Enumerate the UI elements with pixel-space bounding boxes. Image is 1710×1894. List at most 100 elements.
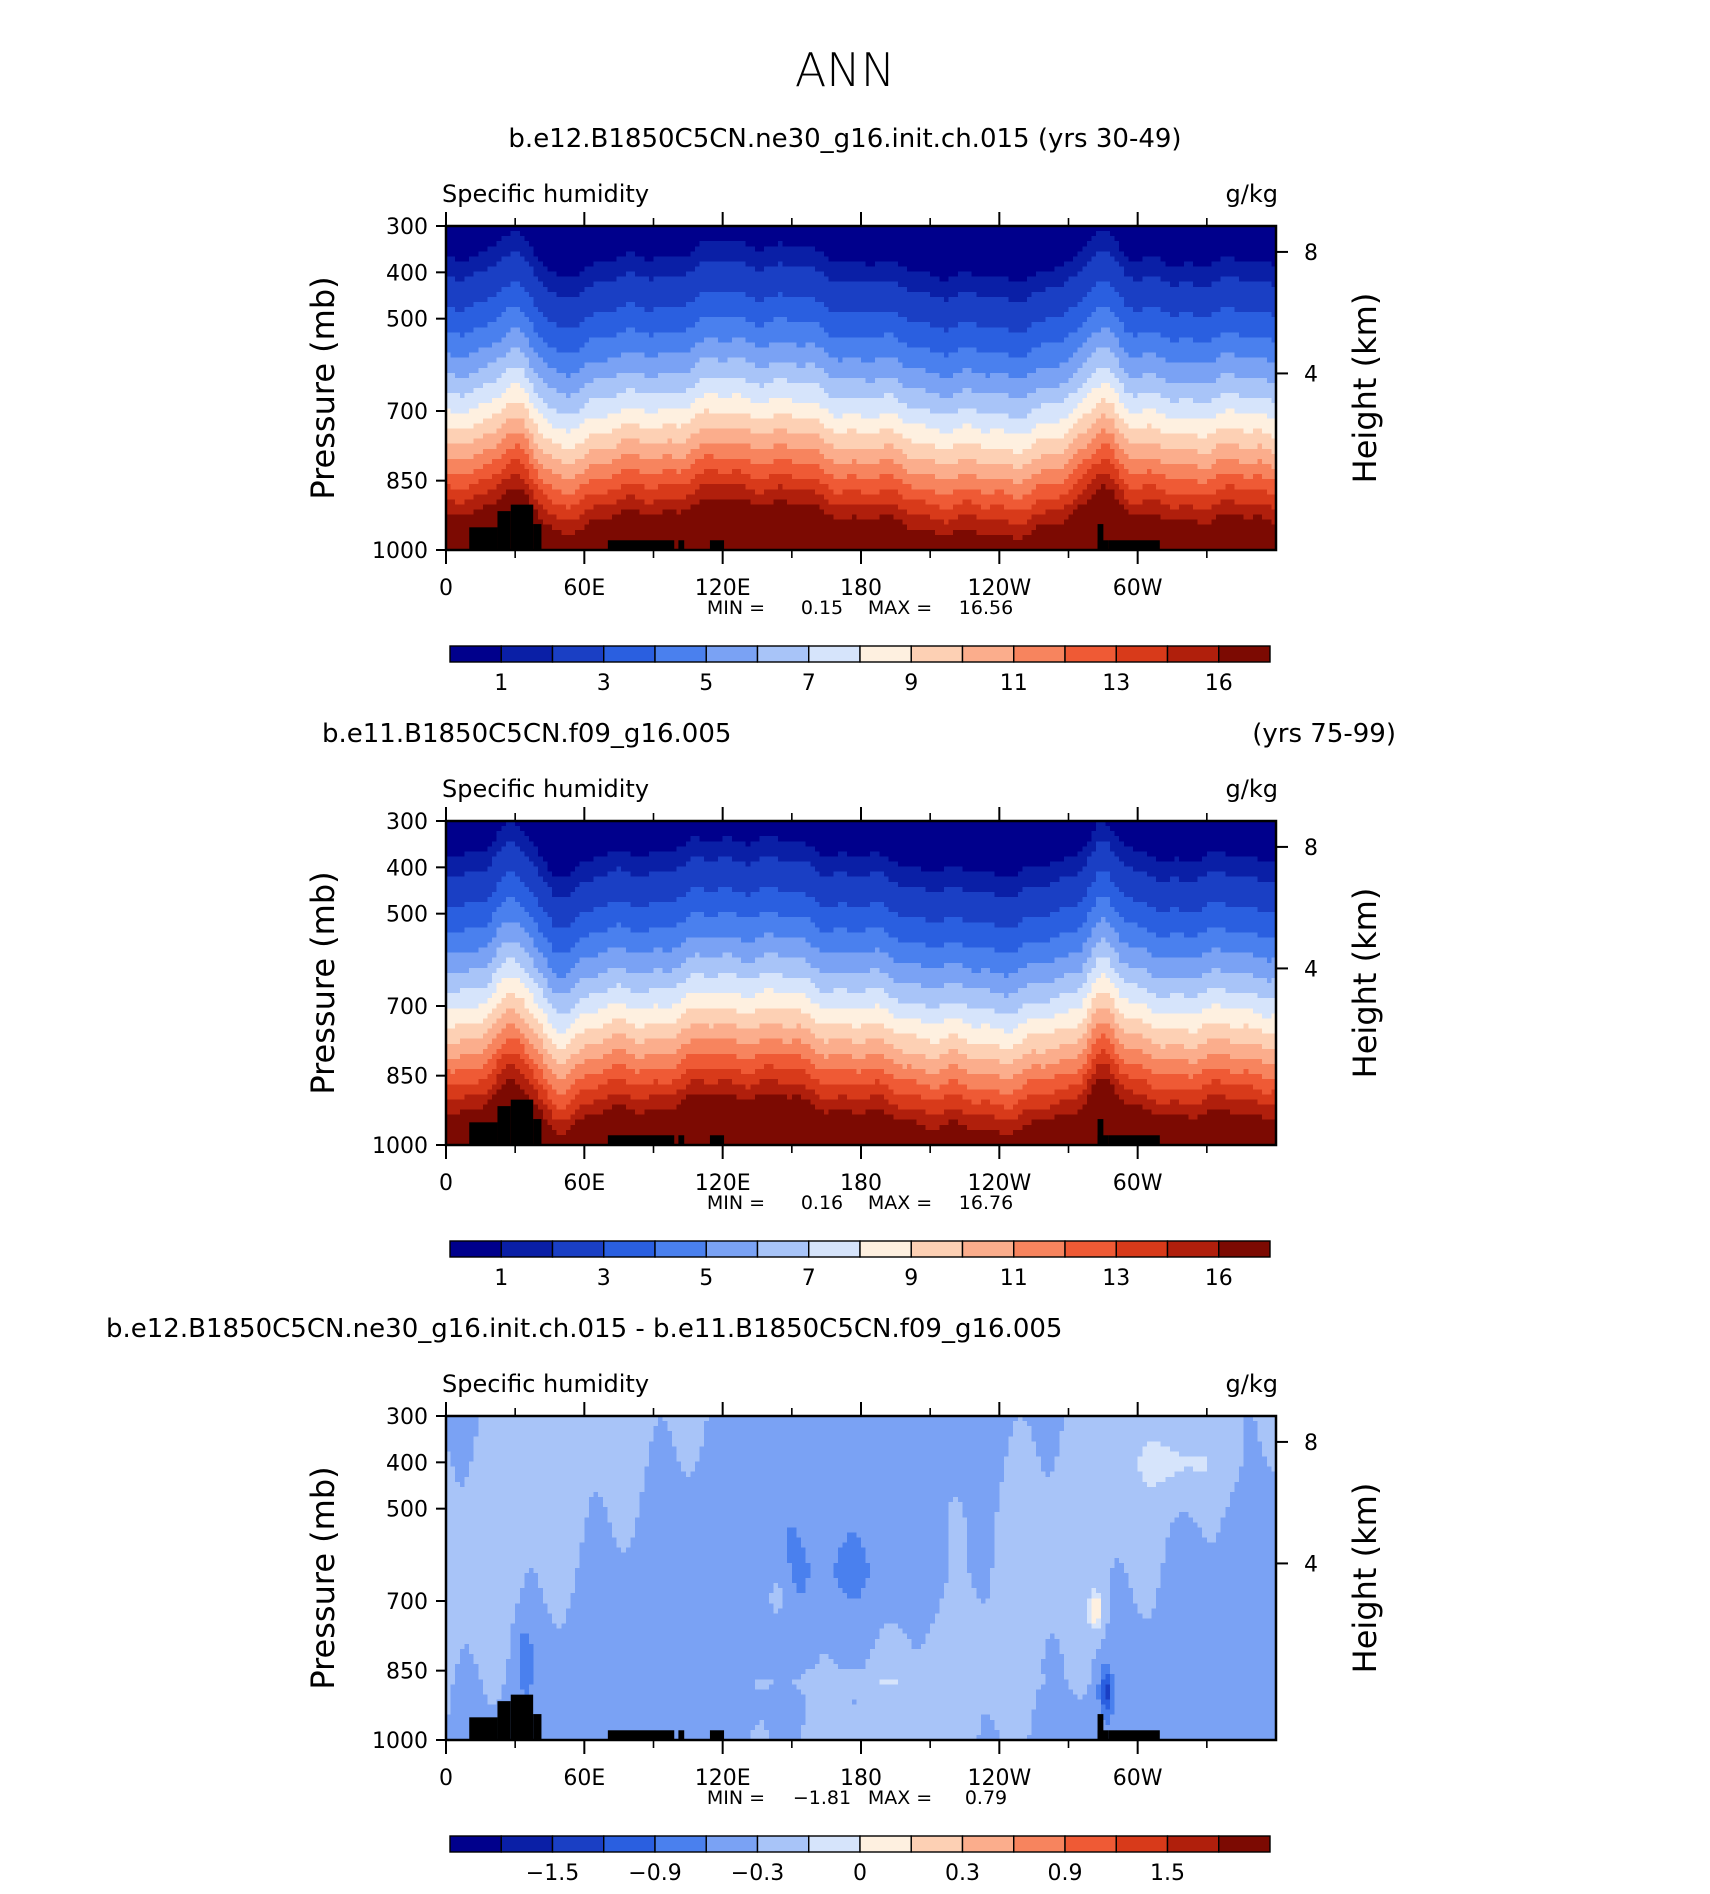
field-cell xyxy=(1271,291,1277,298)
field-cell xyxy=(1045,332,1051,338)
field-cell xyxy=(607,342,613,349)
field-cell xyxy=(731,301,738,308)
field-cell xyxy=(1206,266,1213,273)
field-cell xyxy=(593,342,599,349)
field-cell xyxy=(469,231,475,237)
field-cell xyxy=(533,357,539,364)
field-cell xyxy=(473,266,479,273)
field-cell xyxy=(727,271,733,278)
field-cell xyxy=(570,352,576,359)
field-cell xyxy=(1206,241,1213,247)
field-cell xyxy=(980,231,987,237)
field-cell xyxy=(736,342,742,349)
field-cell xyxy=(773,246,779,252)
field-cell xyxy=(990,352,996,359)
field-cell xyxy=(856,317,862,323)
field-cell xyxy=(897,281,904,288)
field-cell xyxy=(778,261,784,268)
field-cell xyxy=(1174,226,1180,232)
field-cell xyxy=(865,312,871,318)
field-cell xyxy=(630,296,636,303)
field-cell xyxy=(556,337,562,344)
field-cell xyxy=(542,266,549,273)
field-cell xyxy=(718,347,724,354)
field-cell xyxy=(1110,332,1116,338)
field-cell xyxy=(1105,312,1111,318)
field-cell xyxy=(731,261,738,268)
field-cell xyxy=(1091,246,1097,252)
field-cell xyxy=(482,301,489,308)
field-cell xyxy=(519,357,525,364)
field-cell xyxy=(773,271,779,278)
field-cell xyxy=(1220,276,1226,283)
field-cell xyxy=(1119,352,1125,359)
field-cell xyxy=(934,281,940,288)
field-cell xyxy=(893,301,899,308)
field-cell xyxy=(1133,342,1139,349)
field-cell xyxy=(1211,337,1217,344)
field-cell xyxy=(994,231,1000,237)
field-cell xyxy=(584,327,590,333)
field-cell xyxy=(722,332,728,338)
field-cell xyxy=(464,342,470,349)
field-cell xyxy=(741,357,747,364)
field-cell xyxy=(1077,286,1083,293)
field-cell xyxy=(1073,256,1079,263)
field-cell xyxy=(607,332,613,338)
field-cell xyxy=(1096,296,1102,303)
field-cell xyxy=(939,307,945,313)
field-cell xyxy=(1257,307,1263,313)
field-cell xyxy=(1151,307,1157,313)
field-cell xyxy=(556,362,562,369)
field-cell xyxy=(552,327,558,333)
field-cell xyxy=(644,271,650,278)
field-cell xyxy=(630,271,636,278)
field-cell xyxy=(888,291,894,298)
field-cell xyxy=(533,231,539,237)
field-cell xyxy=(870,291,876,298)
field-cell xyxy=(1059,322,1065,328)
field-cell xyxy=(1110,327,1116,333)
field-cell xyxy=(501,271,507,278)
field-cell xyxy=(487,347,493,354)
field-cell xyxy=(1008,332,1014,338)
field-cell xyxy=(482,337,489,344)
field-cell xyxy=(612,256,618,263)
field-cell xyxy=(920,357,927,364)
field-cell xyxy=(1146,347,1153,354)
field-cell xyxy=(1156,342,1162,349)
field-cell xyxy=(450,357,456,364)
field-cell xyxy=(962,231,968,237)
field-cell xyxy=(658,241,664,247)
field-cell xyxy=(519,251,525,257)
field-cell xyxy=(690,301,696,308)
field-cell xyxy=(561,276,567,283)
field-cell xyxy=(874,296,881,303)
field-cell xyxy=(925,251,931,257)
field-cell xyxy=(625,357,632,364)
field-cell xyxy=(1096,307,1102,313)
field-cell xyxy=(464,266,470,273)
field-cell xyxy=(902,266,908,273)
field-cell xyxy=(639,241,645,247)
field-cell xyxy=(538,251,544,257)
field-cell xyxy=(1169,347,1176,354)
field-cell xyxy=(810,327,816,333)
field-cell xyxy=(1068,266,1074,273)
field-cell xyxy=(1257,281,1263,288)
field-cell xyxy=(745,342,751,349)
field-cell xyxy=(501,301,507,308)
field-cell xyxy=(635,301,641,308)
field-cell xyxy=(828,352,834,359)
field-cell xyxy=(1022,286,1028,293)
field-cell xyxy=(1050,276,1056,283)
field-cell xyxy=(1156,261,1162,268)
field-cell xyxy=(1165,256,1171,263)
field-cell xyxy=(856,312,862,318)
field-cell xyxy=(565,347,572,354)
field-cell xyxy=(1142,271,1148,278)
field-cell xyxy=(538,271,544,278)
field-cell xyxy=(459,281,466,288)
field-cell xyxy=(1220,307,1226,313)
field-cell xyxy=(584,296,590,303)
